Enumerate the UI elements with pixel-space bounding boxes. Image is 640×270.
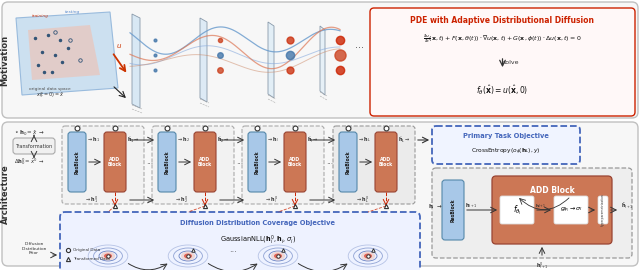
- Text: $u$: $u$: [116, 42, 122, 50]
- Polygon shape: [16, 12, 118, 95]
- Text: $\Delta\mathbf{h}_0^0=\hat{x}^0\ \rightarrow$: $\Delta\mathbf{h}_0^0=\hat{x}^0\ \righta…: [14, 157, 45, 167]
- Text: $\rightarrow$$\mathbf{h}_L$: $\rightarrow$$\mathbf{h}_L$: [358, 136, 371, 144]
- FancyBboxPatch shape: [284, 132, 306, 192]
- Text: Diffusion
Distribution
Prior: Diffusion Distribution Prior: [21, 242, 47, 255]
- FancyBboxPatch shape: [442, 180, 464, 240]
- Text: $\rightarrow$$\mathbf{h}_L^0$: $\rightarrow$$\mathbf{h}_L^0$: [356, 195, 369, 205]
- Text: $\hat{\mathbf{h}}_{l+1}$: $\hat{\mathbf{h}}_{l+1}$: [621, 201, 634, 211]
- FancyBboxPatch shape: [492, 176, 612, 244]
- Text: $\mathrm{GaussianNLL}(\mathbf{h}_i^0, \mathbf{h}_i, \sigma_i)$: $\mathrm{GaussianNLL}(\mathbf{h}_i^0, \m…: [220, 234, 296, 247]
- Ellipse shape: [184, 254, 192, 258]
- Text: $\tilde{\mathbf{h}}_L$$\rightarrow$: $\tilde{\mathbf{h}}_L$$\rightarrow$: [398, 135, 410, 145]
- FancyBboxPatch shape: [158, 132, 176, 192]
- Text: testing: testing: [65, 10, 80, 14]
- FancyBboxPatch shape: [248, 132, 266, 192]
- Text: $\tilde{\mathbf{h}}_2$$\rightarrow$: $\tilde{\mathbf{h}}_2$$\rightarrow$: [217, 135, 230, 145]
- Text: $f_{\theta_l}$: $f_{\theta_l}$: [513, 203, 522, 217]
- Polygon shape: [200, 18, 207, 102]
- Text: ADD Block: ADD Block: [530, 186, 574, 195]
- Ellipse shape: [364, 254, 372, 258]
- FancyBboxPatch shape: [375, 132, 397, 192]
- FancyBboxPatch shape: [339, 132, 357, 192]
- Text: ADD
Block: ADD Block: [198, 157, 212, 167]
- FancyBboxPatch shape: [194, 132, 216, 192]
- Text: ResBlock: ResBlock: [74, 150, 79, 174]
- Polygon shape: [132, 14, 140, 108]
- Text: solve: solve: [502, 60, 519, 65]
- Text: ...: ...: [236, 157, 243, 167]
- Ellipse shape: [101, 251, 115, 261]
- Text: Diffusion Distribution Coverage Objective: Diffusion Distribution Coverage Objectiv…: [180, 220, 335, 226]
- Text: $\rightarrow$$\mathbf{h}_l^0$: $\rightarrow$$\mathbf{h}_l^0$: [265, 195, 278, 205]
- Polygon shape: [320, 26, 325, 95]
- FancyBboxPatch shape: [432, 126, 580, 164]
- Text: Motivation: Motivation: [1, 35, 10, 86]
- Text: ADD
Block: ADD Block: [108, 157, 122, 167]
- Text: PDE with Adaptive Distributional Diffusion: PDE with Adaptive Distributional Diffusi…: [410, 16, 595, 25]
- Text: Primary Task Objective: Primary Task Objective: [463, 133, 549, 139]
- Text: ResBlock: ResBlock: [346, 150, 351, 174]
- FancyBboxPatch shape: [500, 196, 534, 224]
- Text: $\rightarrow$$\mathbf{h}_1$: $\rightarrow$$\mathbf{h}_1$: [87, 136, 100, 144]
- Text: $\circ\ \mathbf{h}_0=\hat{x}\ \rightarrow$: $\circ\ \mathbf{h}_0=\hat{x}\ \rightarro…: [14, 128, 45, 138]
- Text: $\rightarrow$$\mathbf{h}_2^0$: $\rightarrow$$\mathbf{h}_2^0$: [175, 195, 188, 205]
- Polygon shape: [28, 25, 100, 80]
- FancyBboxPatch shape: [370, 8, 635, 116]
- FancyBboxPatch shape: [598, 196, 608, 224]
- Text: Architecture: Architecture: [1, 164, 10, 224]
- Text: ...: ...: [146, 195, 153, 204]
- Text: ...: ...: [326, 157, 333, 167]
- Text: ResBlock: ResBlock: [255, 150, 259, 174]
- FancyBboxPatch shape: [68, 132, 86, 192]
- FancyBboxPatch shape: [242, 126, 324, 204]
- FancyBboxPatch shape: [333, 126, 415, 204]
- FancyBboxPatch shape: [60, 212, 420, 270]
- Text: $\tilde{\mathbf{h}}_1$$\rightarrow$: $\tilde{\mathbf{h}}_1$$\rightarrow$: [127, 135, 140, 145]
- Text: ResBlock: ResBlock: [164, 150, 170, 174]
- FancyBboxPatch shape: [104, 132, 126, 192]
- Text: ADD
Block: ADD Block: [379, 157, 393, 167]
- Ellipse shape: [181, 251, 195, 261]
- Text: $\frac{\partial u}{\partial t}(\mathbf{x},t)+F(\mathbf{x},\theta(t))\cdot\nabla : $\frac{\partial u}{\partial t}(\mathbf{x…: [423, 32, 582, 45]
- Text: $\tilde{\mathbf{h}}_l\ \rightarrow$: $\tilde{\mathbf{h}}_l\ \rightarrow$: [428, 201, 442, 211]
- Text: $g_{\phi_l}\rightarrow\sigma_l$: $g_{\phi_l}\rightarrow\sigma_l$: [559, 205, 582, 215]
- Text: ResBlock: ResBlock: [451, 198, 456, 222]
- Text: Transformation: Transformation: [15, 143, 52, 148]
- Polygon shape: [268, 22, 274, 98]
- Text: $\rightarrow$$\mathbf{h}_l$: $\rightarrow$$\mathbf{h}_l$: [267, 136, 280, 144]
- Text: training: training: [32, 14, 49, 18]
- FancyBboxPatch shape: [13, 138, 55, 154]
- Text: ...: ...: [355, 40, 364, 50]
- FancyBboxPatch shape: [152, 126, 234, 204]
- Text: $\mathrm{CrossEntropy}(o_\phi(\mathbf{h}_L), y)$: $\mathrm{CrossEntropy}(o_\phi(\mathbf{h}…: [471, 147, 541, 157]
- Ellipse shape: [274, 254, 282, 258]
- Text: ADD
Block: ADD Block: [288, 157, 302, 167]
- Text: $\tilde{\mathbf{h}}_l$$\rightarrow$: $\tilde{\mathbf{h}}_l$$\rightarrow$: [307, 135, 319, 145]
- Text: $\rightarrow$$\mathbf{h}_1^0$: $\rightarrow$$\mathbf{h}_1^0$: [85, 195, 99, 205]
- Text: Original Data: Original Data: [73, 248, 100, 252]
- Text: $\mathbf{h}_{l+1}$: $\mathbf{h}_{l+1}$: [535, 202, 547, 210]
- Text: $\rightarrow$$\mathbf{h}_2$: $\rightarrow$$\mathbf{h}_2$: [177, 136, 190, 144]
- Text: original data space: original data space: [29, 87, 71, 91]
- Text: ...: ...: [236, 195, 243, 204]
- Text: hyperparametrization: hyperparametrization: [601, 194, 605, 226]
- FancyBboxPatch shape: [2, 122, 638, 266]
- Text: $x(t=0)=\hat{x}$: $x(t=0)=\hat{x}$: [36, 90, 65, 100]
- FancyBboxPatch shape: [432, 168, 632, 258]
- Ellipse shape: [271, 251, 285, 261]
- Text: ...: ...: [146, 157, 153, 167]
- Text: ...: ...: [229, 245, 237, 254]
- Ellipse shape: [104, 254, 112, 258]
- Text: ...: ...: [326, 195, 333, 204]
- Text: $f_\theta(\hat{\mathbf{x}}) = u(\hat{\mathbf{x}}, 0)$: $f_\theta(\hat{\mathbf{x}}) = u(\hat{\ma…: [476, 83, 529, 97]
- Text: Transformed Data: Transformed Data: [73, 257, 109, 261]
- Text: $\mathbf{h}^0_{l+1}$: $\mathbf{h}^0_{l+1}$: [536, 260, 548, 270]
- Text: $\mathbf{h}_{l+1}$: $\mathbf{h}_{l+1}$: [465, 201, 477, 210]
- FancyBboxPatch shape: [62, 126, 144, 204]
- FancyBboxPatch shape: [2, 2, 638, 118]
- Ellipse shape: [361, 251, 375, 261]
- FancyBboxPatch shape: [554, 196, 588, 224]
